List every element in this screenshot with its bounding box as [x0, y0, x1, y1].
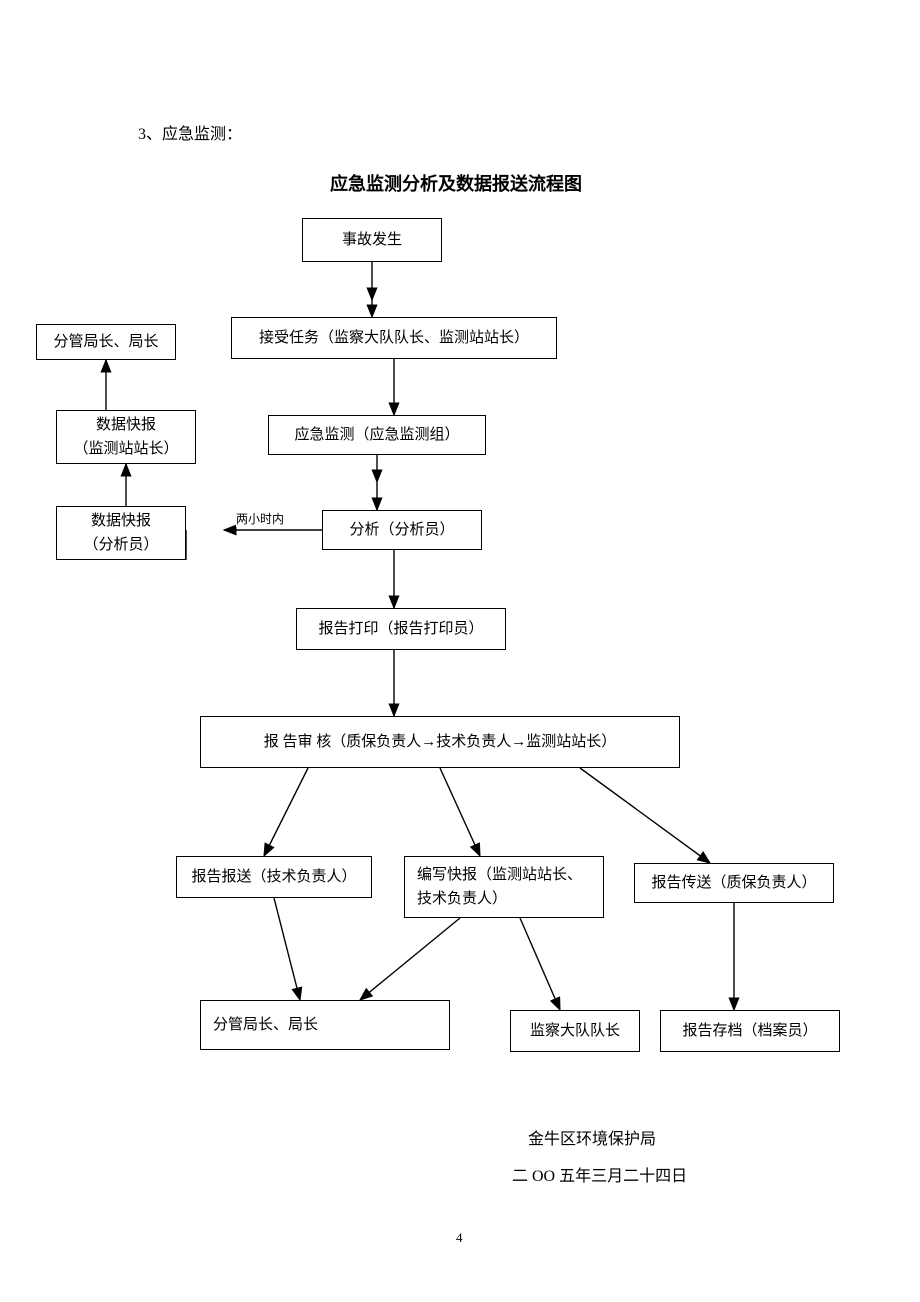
chart-title: 应急监测分析及数据报送流程图 — [330, 170, 582, 196]
node-report-transmit: 报告传送（质保负责人） — [634, 863, 834, 903]
footer-org: 金牛区环境保护局 — [528, 1125, 656, 1149]
section-heading: 3、应急监测： — [138, 120, 242, 144]
node-inspection-captain: 监察大队队长 — [510, 1010, 640, 1052]
edge-label-two-hours: 两小时内 — [236, 510, 284, 527]
n14-line1: 数据快报 — [73, 413, 178, 437]
node-analysis: 分析（分析员） — [322, 510, 482, 550]
node-data-brief-station: 数据快报 （监测站站长） — [56, 410, 196, 464]
node-deputy-director-2: 分管局长、局长 — [200, 1000, 450, 1050]
node-deputy-director-1: 分管局长、局长 — [36, 324, 176, 360]
node-data-brief-analyst: 数据快报 （分析员） — [56, 506, 186, 560]
node-write-brief: 编写快报（监测站站长、技术负责人） — [404, 856, 604, 918]
node-incident: 事故发生 — [302, 218, 442, 262]
n15-line1: 数据快报 — [83, 509, 158, 533]
node-report-print: 报告打印（报告打印员） — [296, 608, 506, 650]
n15-line2: （分析员） — [83, 533, 158, 557]
node-report-submit: 报告报送（技术负责人） — [176, 856, 372, 898]
node-accept-task: 接受任务（监察大队队长、监测站站长） — [231, 317, 557, 359]
node-report-review: 报 告审 核（质保负责人→技术负责人→监测站站长） — [200, 716, 680, 768]
node-report-archive: 报告存档（档案员） — [660, 1010, 840, 1052]
node-emergency-monitor: 应急监测（应急监测组） — [268, 415, 486, 455]
page-number: 4 — [456, 1230, 463, 1246]
n14-line2: （监测站站长） — [73, 437, 178, 461]
footer-date: 二 OO 五年三月二十四日 — [512, 1162, 687, 1186]
